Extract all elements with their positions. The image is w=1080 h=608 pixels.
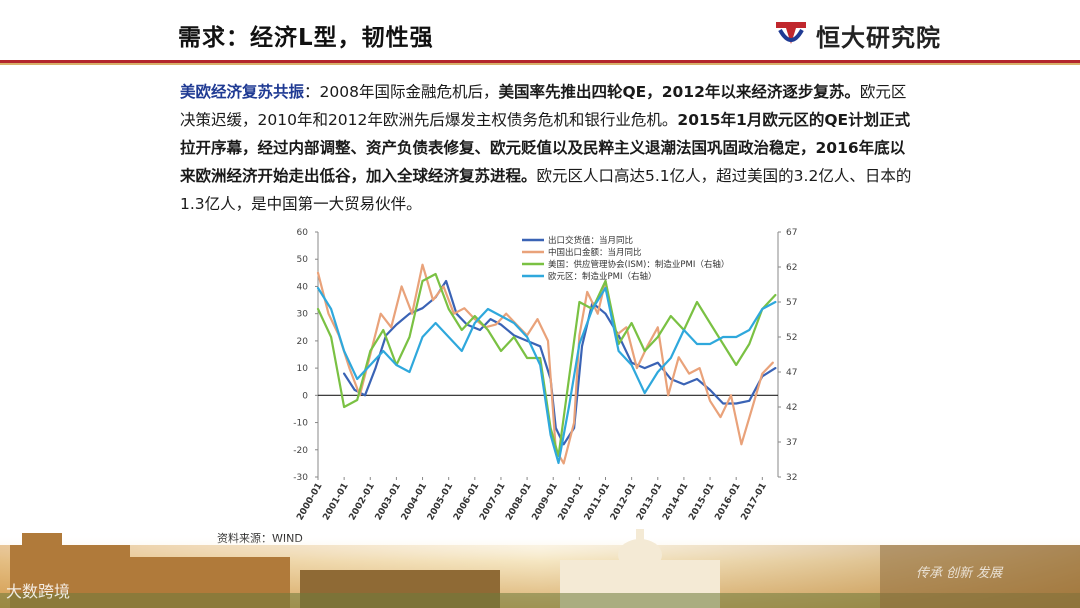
left-tick-label: 50: [297, 255, 309, 265]
series-lines: [316, 263, 777, 465]
right-tick-label: 67: [786, 228, 797, 238]
slide-header: 需求：经济L型，韧性强 恒大研究院: [0, 0, 1080, 65]
legend-label-2: 中国出口金额：当月同比: [548, 247, 642, 258]
right-tick-label: 47: [786, 368, 797, 378]
paragraph-text-1: ：2008年国际金融危机后，: [304, 83, 499, 101]
left-tick-label: 20: [297, 337, 309, 347]
legend-label-3: 美国：供应管理协会(ISM)：制造业PMI（右轴）: [548, 259, 729, 270]
series-line-4: [316, 286, 777, 465]
right-tick-label: 57: [786, 298, 797, 308]
footer-script: 传承 创新 发展: [916, 566, 1003, 581]
left-tick-label: -20: [293, 446, 308, 456]
right-tick-label: 62: [786, 263, 797, 273]
paragraph-text-5: 欧元区人口高达5.1亿人，超过美国的3.2亿人、日本的1.3亿人，是中国第一大贸…: [180, 167, 912, 213]
x-axis: 2000-012001-012002-012003-012004-012005-…: [295, 394, 778, 522]
left-tick-label: 30: [297, 310, 309, 320]
legend-label-4: 欧元区：制造业PMI（右轴）: [548, 271, 656, 282]
header-divider-gold: [0, 63, 1080, 65]
left-tick-label: 10: [297, 364, 309, 374]
paragraph-text-2: 美国率先推出四轮QE，2012年以来经济逐步复苏。: [498, 83, 860, 101]
footer-foliage: [0, 593, 1080, 608]
footer-building-right: [880, 545, 1080, 608]
brand-logo: 恒大研究院: [772, 14, 972, 54]
chart-legend: 出口交货值：当月同比中国出口金额：当月同比美国：供应管理协会(ISM)：制造业P…: [522, 235, 729, 282]
watermark: 大数跨境: [6, 582, 71, 601]
brand-logo-icon: [776, 22, 806, 44]
paragraph-lead: 美欧经济复苏共振: [180, 83, 305, 101]
right-axis: 32 37 42 47 52 57 62 67: [777, 228, 797, 483]
left-tick-label: 0: [302, 391, 308, 401]
right-tick-label: 32: [786, 473, 797, 483]
left-tick-label: 60: [297, 228, 309, 238]
legend-label-1: 出口交货值：当月同比: [548, 235, 633, 246]
right-tick-label: 52: [786, 333, 797, 343]
right-tick-label: 42: [786, 403, 797, 413]
left-axis: -30 -20 -10 0 10 20 30 40 50 60: [293, 228, 319, 483]
paragraph-text-4: 2015年1月欧元区的QE计划正式拉开序幕，经过内部调整、资产负债表修复、欧元贬…: [180, 111, 911, 185]
footer-banner: [0, 529, 1080, 608]
right-tick-label: 37: [786, 438, 797, 448]
left-tick-label: 40: [297, 282, 309, 292]
series-line-2: [316, 263, 774, 465]
left-tick-label: -10: [293, 419, 308, 429]
slide-title: 需求：经济L型，韧性强: [178, 25, 434, 51]
header-divider-red: [0, 60, 1080, 63]
brand-logo-text: 恒大研究院: [816, 24, 941, 52]
left-tick-label: -30: [293, 473, 308, 483]
paragraph-text-3: 欧元区决策迟缓，2010年和2012年欧洲先后爆发主权债务危机和银行业危机。: [180, 83, 907, 129]
body-paragraph: 美欧经济复苏共振：2008年国际金融危机后，美国率先推出四轮QE，2012年以来…: [180, 78, 920, 218]
